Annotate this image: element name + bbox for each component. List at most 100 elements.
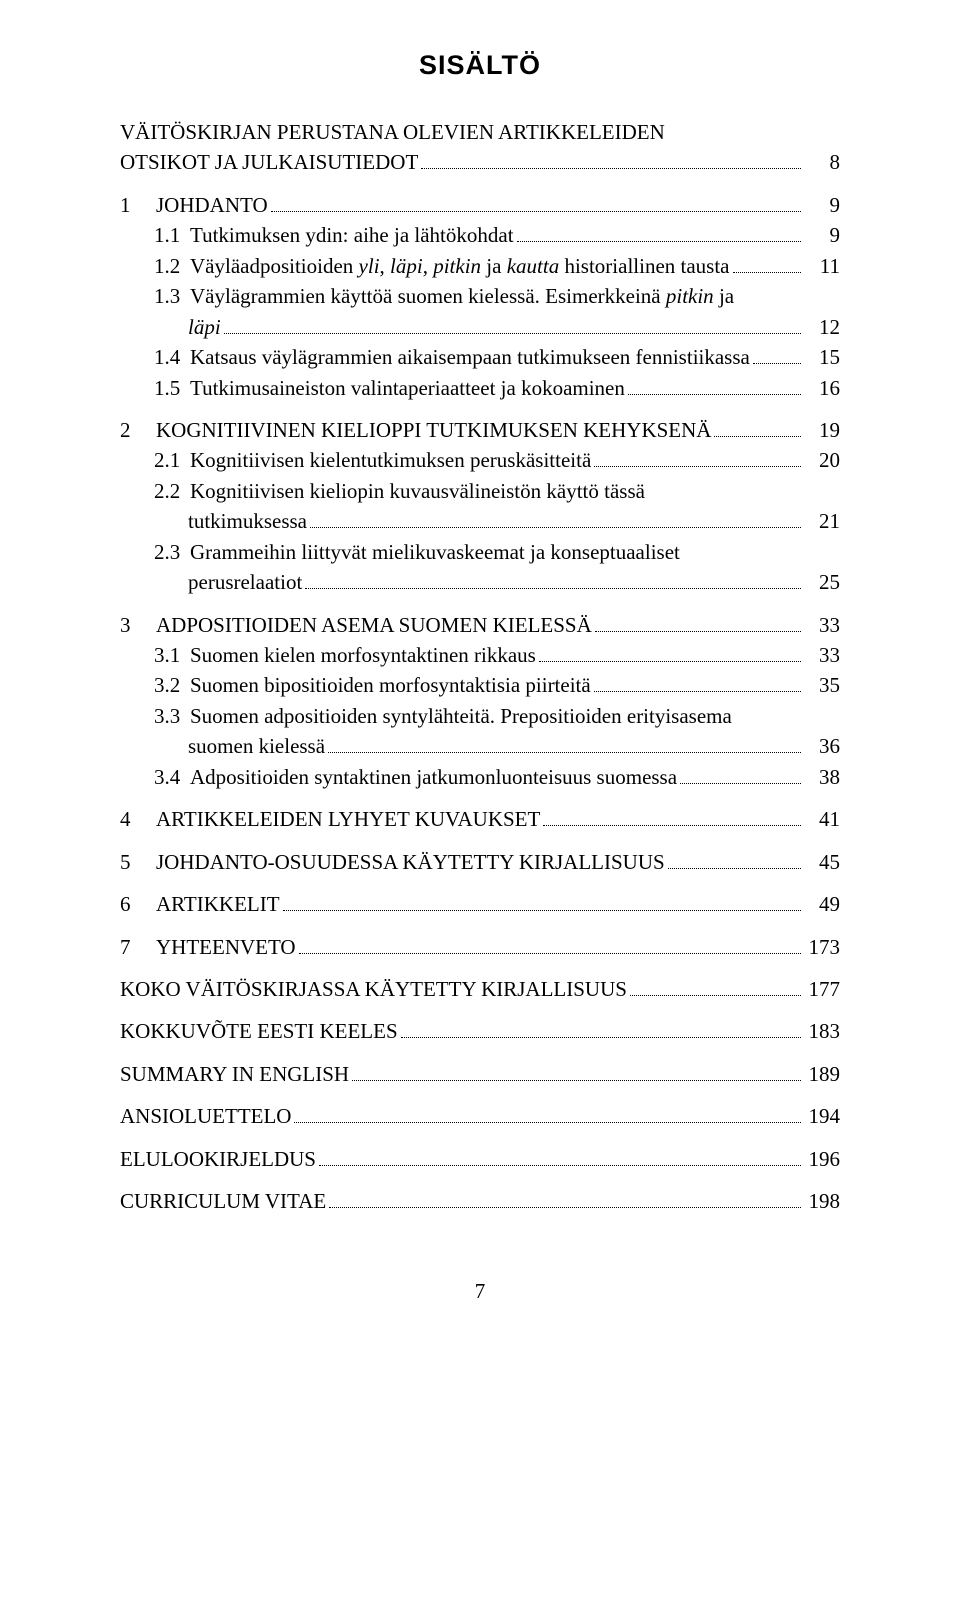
toc-entry-number: 5 [120,847,148,877]
toc-leader [714,418,801,437]
toc-entry-continuation: perusrelaatiot25 [120,567,840,597]
toc-entry: 2.2Kognitiivisen kieliopin kuvausvälinei… [120,476,840,506]
toc-entry: VÄITÖSKIRJAN PERUSTANA OLEVIEN ARTIKKELE… [120,117,840,147]
toc-leader [401,1019,801,1038]
toc-entry: 3.3 Suomen adpositioiden syntylähteitä. P… [120,701,840,731]
toc-leader [328,734,801,753]
toc-entry-number: 3.3 [154,701,182,731]
toc-entry-label: ELULOOKIRJELDUS [120,1144,316,1174]
toc-entry-label: KOKO VÄITÖSKIRJASSA KÄYTETTY KIRJALLISUU… [120,974,627,1004]
toc-entry-continuation: suomen kielessä 36 [120,731,840,761]
toc-entry-continuation: läpi12 [120,312,840,342]
toc-entry-page: 21 [804,506,840,536]
toc-entry-page: 49 [804,889,840,919]
toc-leader [594,674,801,693]
toc-entry-page: 19 [804,415,840,445]
toc-entry: ANSIOLUETTELO 194 [120,1101,840,1131]
toc-entry-number: 7 [120,932,148,962]
toc-entry-label: ARTIKKELIT [156,889,280,919]
toc-entry-page: 11 [804,251,840,281]
toc-entry-label: Suomen adpositioiden syntylähteitä. Prep… [190,701,732,731]
toc-entry-label: suomen kielessä [188,731,325,761]
toc-entry: ELULOOKIRJELDUS196 [120,1144,840,1174]
toc-entry-page: 35 [804,670,840,700]
toc-entry-number: 4 [120,804,148,834]
toc-entry-label: ANSIOLUETTELO [120,1101,291,1131]
toc-entry: KOKKUVÕTE EESTI KEELES183 [120,1016,840,1046]
toc-entry-page: 198 [804,1186,840,1216]
toc-entry-number: 1.5 [154,373,182,403]
toc-entry-number: 6 [120,889,148,919]
toc-entry-label: Tutkimusaineiston valintaperiaatteet ja … [190,373,625,403]
toc-entry-page: 173 [804,932,840,962]
toc-entry-continuation: OTSIKOT JA JULKAISUTIEDOT8 [120,147,840,177]
toc-entry: 2.1 Kognitiivisen kielentutkimuksen perus… [120,445,840,475]
toc-entry-page: 183 [804,1016,840,1046]
toc-entry-label: Adpositioiden syntaktinen jatkumonluonte… [190,762,677,792]
toc-leader [310,509,801,528]
toc-leader [352,1062,801,1081]
toc-entry-number: 1.4 [154,342,182,372]
toc-entry-number: 1.3 [154,281,182,311]
toc-entry-number: 1.1 [154,220,182,250]
toc-entry-page: 9 [804,190,840,220]
toc-entry: 3ADPOSITIOIDEN ASEMA SUOMEN KIELESSÄ33 [120,610,840,640]
toc-leader [299,935,801,954]
toc-entry: CURRICULUM VITAE 198 [120,1186,840,1216]
toc-entry-label: CURRICULUM VITAE [120,1186,326,1216]
toc-entry-page: 33 [804,640,840,670]
toc-entry-label: Katsaus väylägrammien aikaisempaan tutki… [190,342,750,372]
toc-entry-label: Tutkimuksen ydin: aihe ja lähtökohdat [190,220,514,250]
toc-leader [680,765,801,784]
toc-entry-page: 41 [804,804,840,834]
toc-entry-number: 3 [120,610,148,640]
toc-entry-page: 36 [804,731,840,761]
toc-leader [628,376,801,395]
toc-leader [283,892,801,911]
toc-entry: 3.1Suomen kielen morfosyntaktinen rikkau… [120,640,840,670]
toc-entry-page: 45 [804,847,840,877]
toc-entry-label: Väyläadpositioiden yli, läpi, pitkin ja … [190,251,730,281]
toc-leader [753,345,801,364]
toc-leader [595,613,801,632]
toc-entry-label: Grammeihin liittyvät mielikuvaskeemat ja… [190,537,680,567]
toc-entry-label: Väylägrammien käyttöä suomen kielessä. E… [190,281,734,311]
toc-entry: 5 JOHDANTO-OSUUDESSA KÄYTETTY KIRJALLISUU… [120,847,840,877]
toc-entry: 6 ARTIKKELIT 49 [120,889,840,919]
toc-entry-label: ADPOSITIOIDEN ASEMA SUOMEN KIELESSÄ [156,610,592,640]
toc-entry: 2.3 Grammeihin liittyvät mielikuvaskeemat… [120,537,840,567]
toc-leader [224,315,801,334]
toc-leader [319,1147,801,1166]
toc-entry: 2 KOGNITIIVINEN KIELIOPPI TUTKIMUKSEN KEH… [120,415,840,445]
toc-entry-page: 9 [804,220,840,250]
toc-leader [668,850,801,869]
toc-entry: 1.1 Tutkimuksen ydin: aihe ja lähtökohdat… [120,220,840,250]
page-title: SISÄLTÖ [120,50,840,81]
toc-entry-number: 2 [120,415,148,445]
toc-entry-page: 194 [804,1101,840,1131]
toc-leader [733,254,802,273]
toc-entry: 7YHTEENVETO173 [120,932,840,962]
toc-entry-number: 1 [120,190,148,220]
toc-leader [630,977,801,996]
toc-leader [271,193,801,212]
toc-entry: 1.2Väyläadpositioiden yli, läpi, pitkin … [120,251,840,281]
toc-entry: 4 ARTIKKELEIDEN LYHYET KUVAUKSET 41 [120,804,840,834]
toc-entry-number: 2.3 [154,537,182,567]
toc-entry-page: 38 [804,762,840,792]
toc-entry-label: ARTIKKELEIDEN LYHYET KUVAUKSET [156,804,540,834]
toc-entry-label: Suomen kielen morfosyntaktinen rikkaus [190,640,536,670]
toc-entry-label: JOHDANTO-OSUUDESSA KÄYTETTY KIRJALLISUUS [156,847,665,877]
toc-entry-label: tutkimuksessa [188,506,307,536]
toc-entry: KOKO VÄITÖSKIRJASSA KÄYTETTY KIRJALLISUU… [120,974,840,1004]
toc-leader [543,807,801,826]
toc-entry-label: Kognitiivisen kielentutkimuksen peruskäs… [190,445,591,475]
toc-entry-number: 2.2 [154,476,182,506]
toc-entry-label: KOGNITIIVINEN KIELIOPPI TUTKIMUKSEN KEHY… [156,415,711,445]
toc-entry-label: OTSIKOT JA JULKAISUTIEDOT [120,147,418,177]
toc-leader [305,570,801,589]
toc-entry: 1JOHDANTO9 [120,190,840,220]
toc-entry-number: 2.1 [154,445,182,475]
toc-entry-label: SUMMARY IN ENGLISH [120,1059,349,1089]
toc-entry: SUMMARY IN ENGLISH189 [120,1059,840,1089]
